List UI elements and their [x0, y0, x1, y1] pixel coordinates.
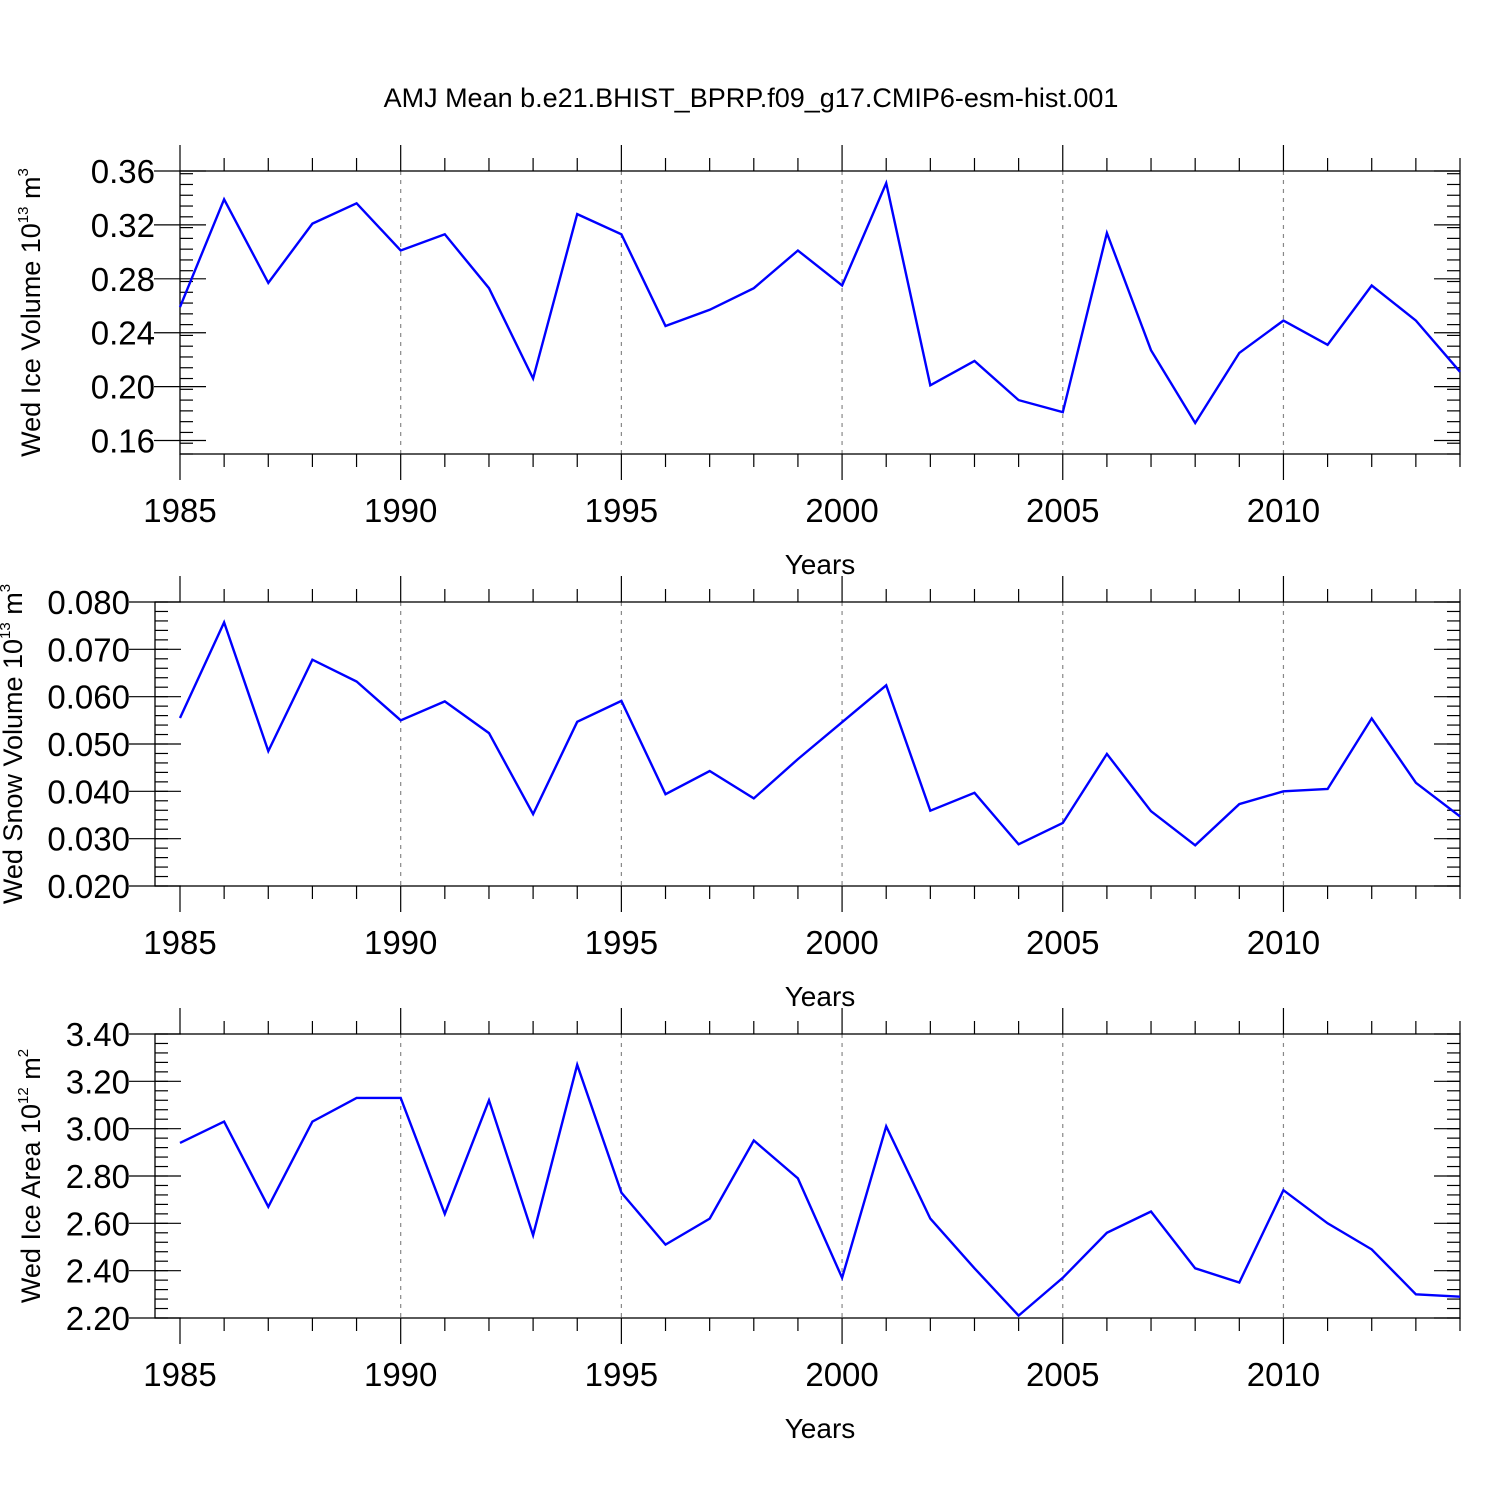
y-axis-label-main: Wed Ice Volume 10: [16, 223, 46, 457]
series-line: [178, 619, 1461, 847]
x-tick-label: 1995: [585, 1356, 658, 1393]
y-tick-label: 3.20: [66, 1063, 130, 1100]
y-tick-label: 3.00: [66, 1111, 130, 1148]
x-tick-label: 1995: [585, 492, 658, 529]
x-tick-label: 2000: [805, 924, 878, 961]
figure-title: AMJ Mean b.e21.BHIST_BPRP.f09_g17.CMIP6-…: [384, 83, 1119, 113]
panel-ice-volume: 1985 1990 1995 2000 2005 2010 Years 0.16 0.20 0.2…: [15, 145, 1461, 580]
series-line: [179, 1060, 1461, 1318]
y-tick-label: 0.060: [47, 679, 130, 716]
x-axis-label: Years: [785, 1413, 856, 1444]
x-tick-label: 1985: [143, 1356, 216, 1393]
x-tick-label: 1990: [364, 492, 437, 529]
x-axis-label: Years: [785, 549, 856, 580]
plot-frame: [179, 170, 1461, 455]
y-axis-label-exponent: 13: [15, 207, 32, 224]
x-axis-label: Years: [785, 981, 856, 1012]
y-tick-label: 0.28: [91, 261, 155, 298]
y-tick-label: 3.40: [66, 1016, 130, 1053]
y-tick-label: 0.20: [91, 369, 155, 406]
y-tick-label: 2.80: [66, 1158, 130, 1195]
y-axis-label-unit-exponent: 2: [15, 1049, 32, 1057]
y-tick-label: 0.16: [91, 423, 155, 460]
y-axis-label: Wed Ice Volume 1013 m3: [15, 168, 46, 457]
x-tick-label: 2000: [805, 1356, 878, 1393]
x-tick-label: 2005: [1026, 1356, 1099, 1393]
x-tick-label: 1985: [143, 924, 216, 961]
x-tick-label: 2005: [1026, 492, 1099, 529]
x-tick-label: 2010: [1247, 924, 1320, 961]
plot-frame: [154, 1033, 1461, 1319]
y-tick-label: 0.040: [47, 773, 130, 810]
y-axis-label-unit: m: [16, 1057, 46, 1087]
x-tick-label: 1985: [143, 492, 216, 529]
y-axis-label-unit-exponent: 3: [0, 584, 14, 592]
y-tick-label: 0.050: [47, 726, 130, 763]
y-tick-label: 2.60: [66, 1205, 130, 1242]
y-axis-label: Wed Ice Area 1012 m2: [15, 1049, 46, 1303]
x-tick-label: 1995: [585, 924, 658, 961]
x-tick-label: 2000: [805, 492, 878, 529]
y-tick-label: 0.36: [91, 153, 155, 190]
y-axis-label-unit: m: [0, 592, 28, 622]
y-axis-label-exponent: 12: [15, 1087, 32, 1104]
y-axis-label: Wed Snow Volume 1013 m3: [0, 584, 28, 904]
y-axis-label-main: Wed Ice Area 10: [16, 1104, 46, 1303]
y-axis-label-main: Wed Snow Volume 10: [0, 639, 28, 904]
y-tick-label: 0.020: [47, 868, 130, 905]
y-tick-label: 0.080: [47, 584, 130, 621]
x-tick-label: 1990: [364, 1356, 437, 1393]
y-tick-label: 0.24: [91, 315, 155, 352]
y-axis-label-exponent: 13: [0, 622, 14, 639]
panel-ice-area: 1985 1990 1995 2000 2005 2010 Years 2.20 2.40 2.6…: [15, 1008, 1461, 1444]
y-axis-label-unit-exponent: 3: [15, 168, 32, 176]
y-tick-label: 2.20: [66, 1300, 130, 1337]
y-axis-label-unit: m: [16, 177, 46, 207]
series-line: [178, 179, 1461, 426]
y-tick-label: 0.030: [47, 821, 130, 858]
y-tick-label: 2.40: [66, 1253, 130, 1290]
y-tick-label: 0.32: [91, 207, 155, 244]
y-tick-label: 0.070: [47, 631, 130, 668]
x-tick-label: 2010: [1247, 1356, 1320, 1393]
x-tick-label: 1990: [364, 924, 437, 961]
x-tick-label: 2005: [1026, 924, 1099, 961]
panel-snow-volume: 1985 1990 1995 2000 2005 2010 Years 0.020 0.030 0…: [0, 576, 1461, 1012]
x-tick-label: 2010: [1247, 492, 1320, 529]
plot-frame: [154, 601, 1461, 887]
